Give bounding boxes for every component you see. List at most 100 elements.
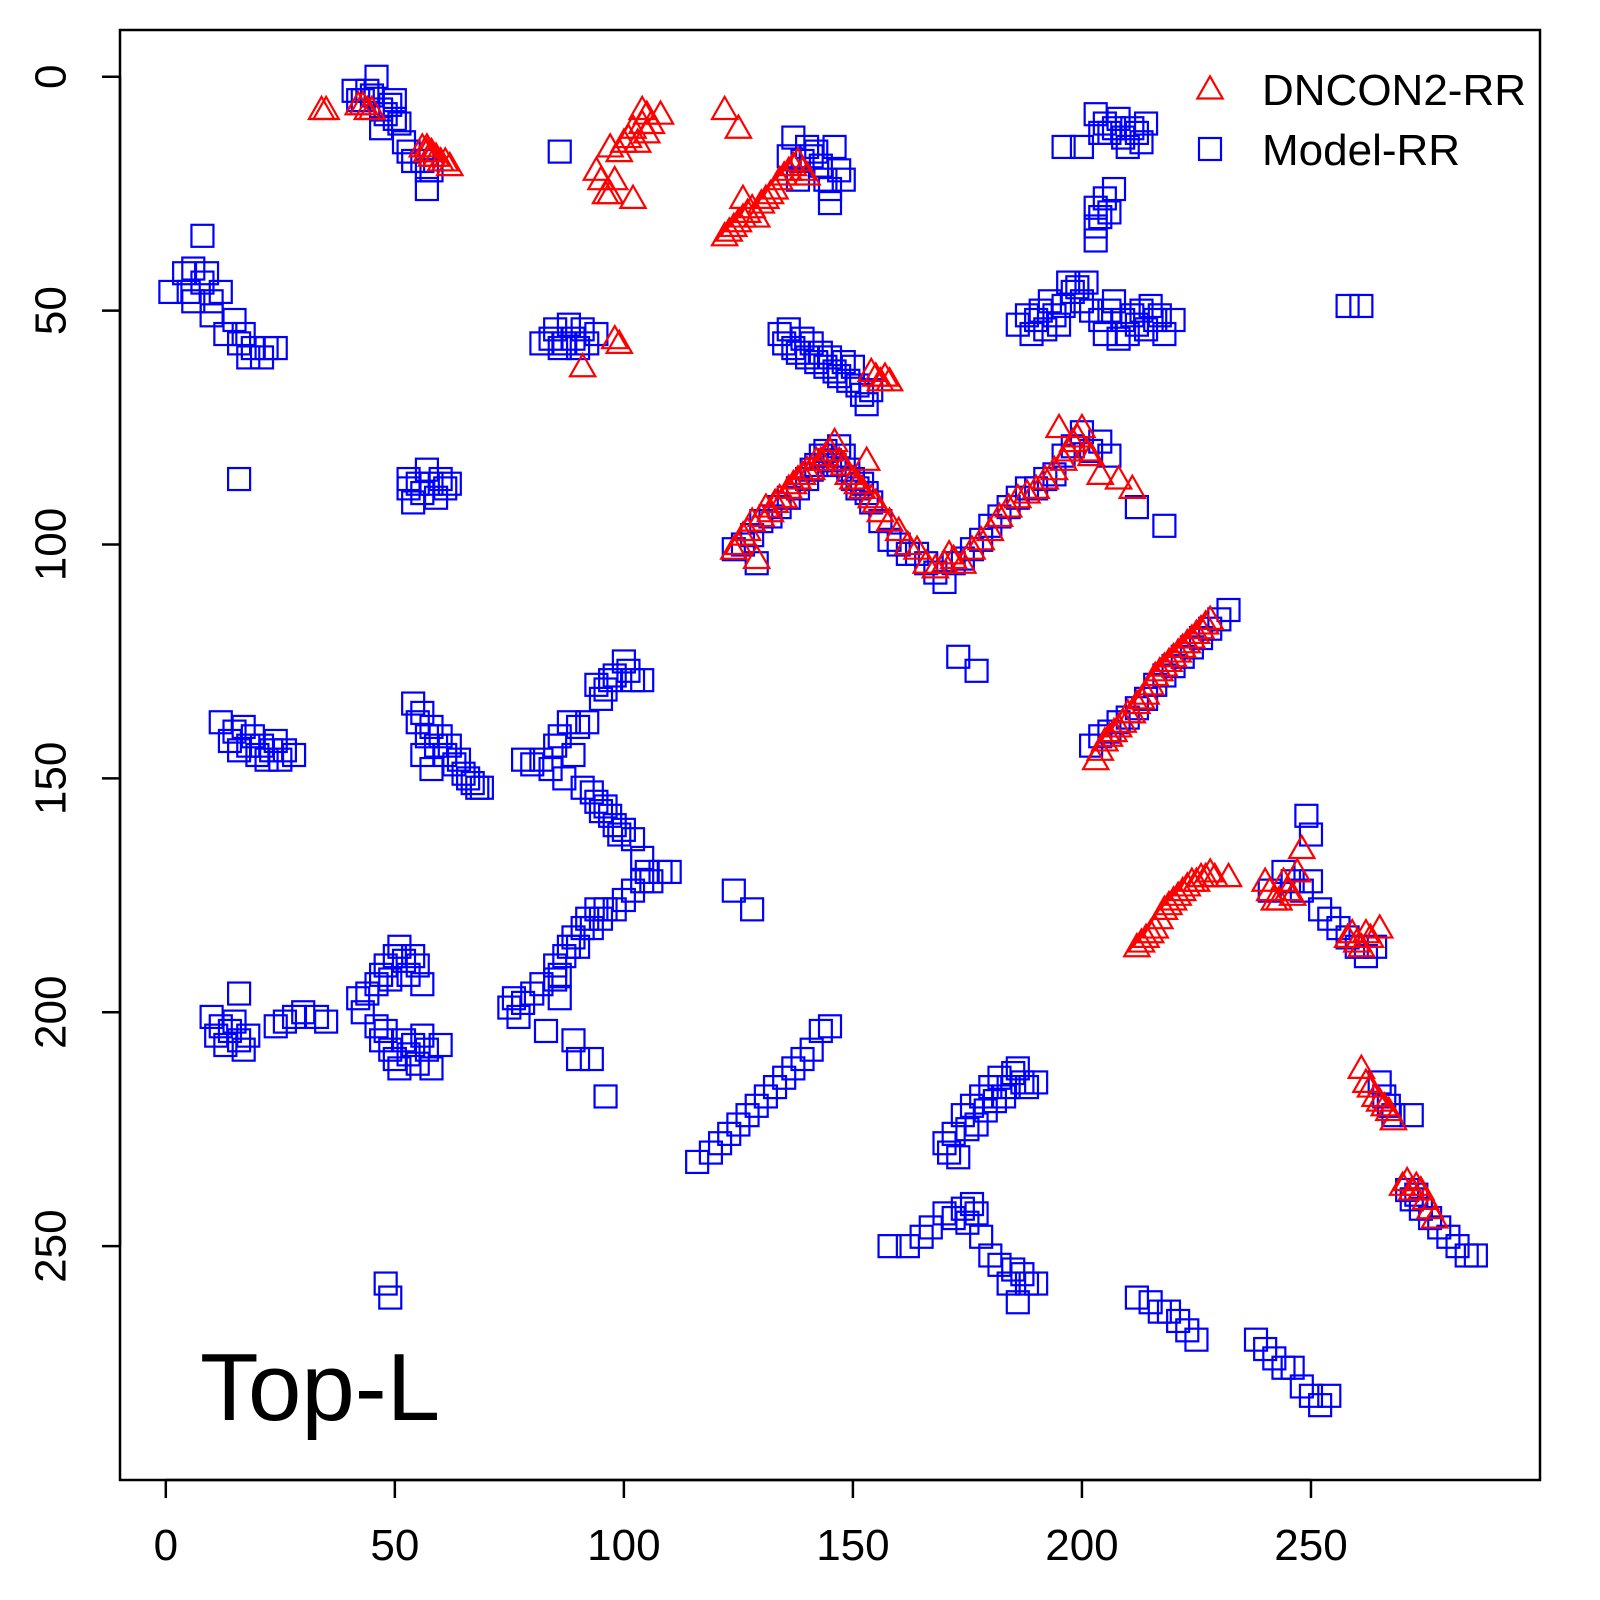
data-point <box>627 94 657 121</box>
data-point <box>1076 440 1106 467</box>
data-point <box>886 532 911 557</box>
data-point <box>1213 861 1244 888</box>
data-point <box>714 216 744 242</box>
data-point <box>838 464 868 490</box>
data-point <box>598 803 623 828</box>
data-point <box>391 948 417 973</box>
data-point <box>1149 894 1179 920</box>
data-point <box>817 190 843 216</box>
data-point <box>1058 426 1088 453</box>
data-point <box>1262 1346 1287 1371</box>
data-point <box>593 1084 618 1109</box>
data-point <box>1289 1374 1314 1399</box>
data-point <box>1092 111 1117 136</box>
data-point <box>497 995 522 1020</box>
data-point <box>870 361 900 387</box>
data-point <box>240 335 265 361</box>
data-point <box>1044 412 1074 439</box>
data-point <box>226 1028 252 1053</box>
data-point <box>1172 627 1202 654</box>
data-point <box>401 944 426 969</box>
data-point <box>721 878 746 903</box>
data-point <box>1019 321 1044 347</box>
data-point <box>1133 317 1159 342</box>
data-point <box>533 1018 559 1044</box>
data-point <box>465 775 490 800</box>
y-tick-label: 250 <box>26 1209 75 1282</box>
data-point <box>1195 604 1225 630</box>
data-point <box>778 468 808 495</box>
data-point <box>561 742 586 768</box>
data-point <box>1124 494 1150 520</box>
data-point <box>543 733 568 758</box>
y-tick-label: 200 <box>26 976 75 1049</box>
data-point <box>433 476 458 501</box>
data-point <box>357 94 387 121</box>
data-point <box>1124 120 1150 146</box>
data-point <box>1342 927 1372 953</box>
y-tick-label: 100 <box>26 508 75 581</box>
data-point <box>1154 646 1184 673</box>
data-point <box>368 116 394 141</box>
data-point <box>1317 906 1342 931</box>
data-point <box>717 1121 742 1146</box>
data-point <box>568 351 598 378</box>
data-point <box>1365 913 1395 939</box>
data-point <box>751 183 781 209</box>
data-point <box>996 1271 1021 1296</box>
data-point <box>538 756 563 782</box>
data-point <box>884 515 914 542</box>
series-dncon2-rr <box>307 89 1450 1229</box>
data-point <box>1399 1103 1424 1128</box>
data-point <box>895 1234 920 1259</box>
data-point <box>1163 637 1193 663</box>
data-point <box>909 1224 934 1249</box>
data-point <box>1445 1234 1470 1259</box>
data-point <box>808 1018 833 1044</box>
data-point <box>405 1051 430 1076</box>
data-point <box>556 312 582 337</box>
data-point <box>272 1009 298 1034</box>
data-point <box>726 1112 751 1137</box>
data-point <box>994 492 1024 518</box>
data-point <box>520 752 545 777</box>
data-point <box>547 986 572 1011</box>
data-point <box>593 677 618 702</box>
data-point <box>543 317 568 342</box>
data-point <box>1436 1224 1461 1249</box>
data-point <box>774 473 804 499</box>
data-point <box>792 160 822 186</box>
data-point <box>231 1037 256 1062</box>
data-point <box>414 176 440 202</box>
data-point <box>787 459 818 485</box>
data-point <box>964 1112 989 1137</box>
data-point <box>978 1243 1003 1268</box>
legend-label: DNCON2-RR <box>1262 66 1526 115</box>
data-point <box>1273 875 1303 902</box>
data-point <box>742 202 772 228</box>
data-point <box>355 981 380 1006</box>
data-point <box>520 981 545 1006</box>
data-point <box>1010 1070 1035 1095</box>
data-point <box>611 887 636 913</box>
data-point <box>236 1023 261 1048</box>
data-point <box>281 742 307 768</box>
data-point <box>414 457 440 482</box>
data-point <box>410 742 435 768</box>
data-point <box>698 1140 724 1165</box>
data-point <box>501 986 527 1011</box>
data-point <box>744 1093 769 1118</box>
plot-frame <box>118 28 1542 1482</box>
data-point <box>1133 111 1159 136</box>
data-point <box>1159 885 1189 911</box>
data-point <box>263 728 288 754</box>
data-point <box>1014 1074 1040 1100</box>
data-point <box>723 113 753 139</box>
data-point <box>804 139 829 164</box>
data-point <box>231 714 256 740</box>
data-point <box>1033 317 1058 342</box>
data-point <box>1069 289 1095 314</box>
data-point <box>772 1065 797 1090</box>
legend-marker <box>1195 74 1225 100</box>
data-point <box>781 1056 806 1081</box>
